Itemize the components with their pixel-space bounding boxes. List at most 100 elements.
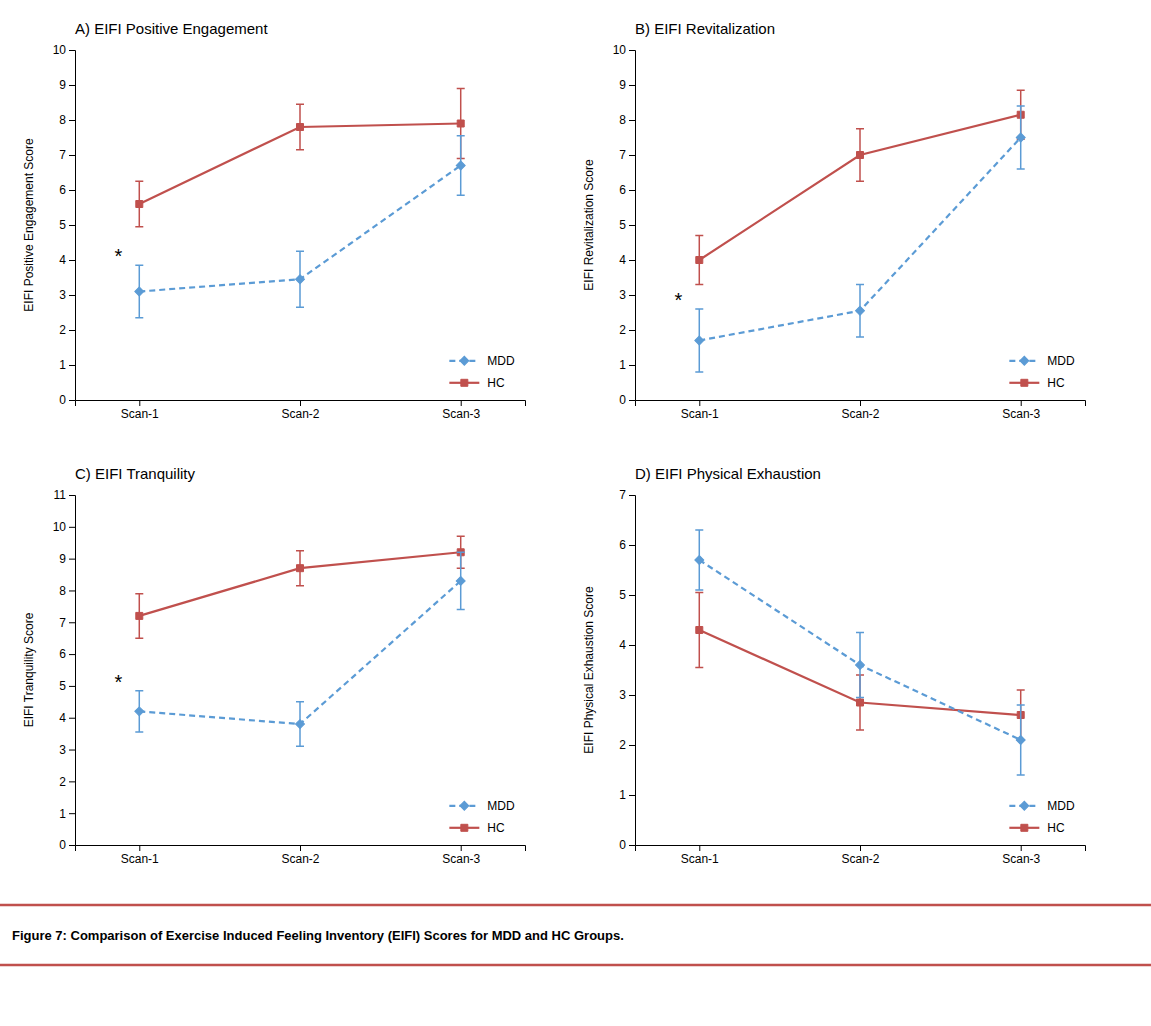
tick-label: 1 [59, 807, 66, 821]
marker [296, 720, 305, 729]
legend-marker [1020, 356, 1029, 365]
tick-label: 6 [619, 183, 626, 197]
tick: 10 [53, 43, 75, 57]
tick-mark [629, 330, 635, 331]
x-axis: Scan-1Scan-2Scan-3 [76, 845, 526, 866]
tick-mark [69, 686, 75, 687]
annotation: * [674, 289, 682, 311]
marker [297, 565, 304, 572]
annotation: * [114, 245, 122, 267]
tick-mark [69, 781, 75, 782]
series [135, 536, 464, 638]
tick: 7 [59, 616, 75, 630]
tick-label: 0 [619, 393, 626, 407]
tick-mark [629, 645, 635, 646]
tick: 6 [619, 538, 635, 552]
title: D) EIFI Physical Exhaustion [635, 465, 821, 482]
tick: Scan-1 [681, 400, 719, 421]
error-bar [296, 702, 304, 747]
axis-line [69, 51, 76, 401]
tick-mark [69, 813, 75, 814]
tick-mark [699, 400, 700, 406]
legend-marker [460, 801, 469, 810]
tick-mark [629, 50, 635, 51]
tick-mark [461, 400, 462, 406]
tick-label: 7 [619, 148, 626, 162]
tick: 5 [59, 218, 75, 232]
tick-mark [629, 595, 635, 596]
tick: Scan-3 [1002, 845, 1040, 866]
tick-mark [629, 695, 635, 696]
tick-mark [629, 155, 635, 156]
series [695, 530, 1025, 775]
tick-label: 4 [59, 711, 66, 725]
legend-label: HC [1047, 376, 1065, 390]
tick-label: 2 [59, 775, 66, 789]
tick-label: 4 [59, 253, 66, 267]
tick: 6 [59, 647, 75, 661]
tick-label: Scan-2 [841, 407, 879, 421]
tick: Scan-1 [121, 400, 159, 421]
legend-item: MDD [1009, 354, 1075, 368]
tick-label: 0 [59, 393, 66, 407]
legend: MDD HC [449, 354, 515, 390]
marker [296, 275, 305, 284]
tick: 2 [619, 323, 635, 337]
tick-mark [629, 495, 635, 496]
tick: 1 [59, 807, 75, 821]
tick: 5 [59, 679, 75, 693]
legend-label: MDD [487, 354, 515, 368]
line [699, 138, 1020, 341]
tick-mark [1021, 845, 1022, 851]
error-bar [695, 530, 703, 590]
tick-mark [69, 590, 75, 591]
tick-label: 2 [619, 738, 626, 752]
tick: Scan-3 [1002, 400, 1040, 421]
x-axis: Scan-1 Scan-2 Scan-3 [76, 400, 526, 421]
legend-item: MDD [1009, 799, 1075, 813]
y-axis: 012345678910 [613, 43, 636, 407]
tick: 4 [619, 253, 635, 267]
tick-label: Scan-1 [681, 852, 719, 866]
series [695, 106, 1025, 372]
tick-mark [139, 400, 140, 406]
tick: Scan-2 [841, 400, 879, 421]
legend-marker [461, 379, 468, 386]
tick-label: Scan-2 [281, 852, 319, 866]
tick-mark [629, 190, 635, 191]
subplot: 012345678910Scan-1Scan-2Scan-3A) EIFI Po… [22, 20, 526, 421]
tick-label: 5 [59, 218, 66, 232]
tick-mark [629, 795, 635, 796]
legend: MDDHC [449, 799, 515, 835]
tick-mark [629, 545, 635, 546]
tick: 4 [619, 638, 635, 652]
subplot: 01234567891011Scan-1Scan-2Scan-3C) EIFI … [22, 465, 526, 866]
tick-mark [69, 50, 75, 51]
tick: Scan-1 [121, 845, 159, 866]
tick-label: 5 [59, 679, 66, 693]
error-bar [695, 309, 703, 372]
tick-mark [69, 400, 75, 401]
tick-label: 6 [59, 647, 66, 661]
tick-label: 6 [59, 183, 66, 197]
tick-mark [629, 400, 635, 401]
marker [696, 627, 703, 634]
tick-label: 7 [59, 616, 66, 630]
tick-mark [69, 365, 75, 366]
tick-mark [139, 845, 140, 851]
tick: 2 [619, 738, 635, 752]
tick: 9 [59, 78, 75, 92]
x-axis: Scan-1Scan-2Scan-3 [636, 845, 1086, 866]
tick: Scan-2 [281, 400, 319, 421]
tick-label: Scan-1 [121, 407, 159, 421]
series [135, 89, 464, 227]
legend-label: HC [487, 376, 505, 390]
legend-label: MDD [487, 799, 515, 813]
tick: Scan-3 [442, 400, 480, 421]
legend: MDD HC [1009, 354, 1075, 390]
tick-label: 1 [619, 358, 626, 372]
error-bar [1017, 705, 1025, 775]
tick-label: 9 [619, 78, 626, 92]
legend-item: MDD [449, 799, 515, 813]
error-bar [135, 594, 143, 639]
